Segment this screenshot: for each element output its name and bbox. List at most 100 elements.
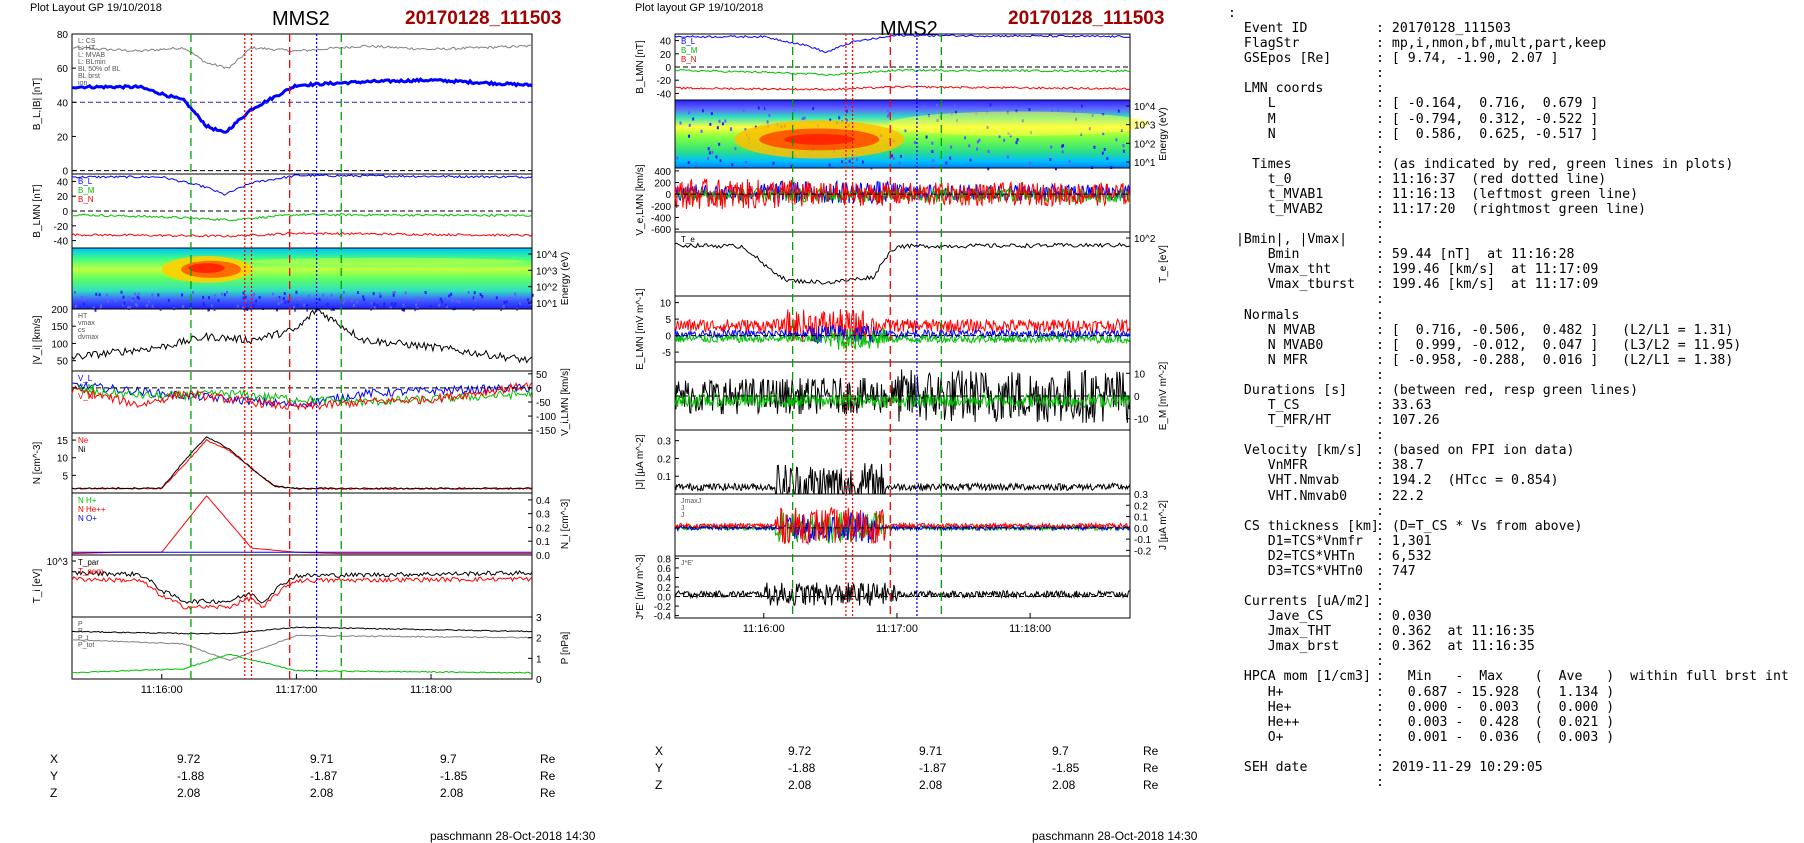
info-line: Durations [s]: (between red, resp green … [1228,383,1798,398]
info-line: L: [ -0.164, 0.716, 0.679 ] [1228,96,1798,111]
legend-entry: J [681,512,685,519]
legend-entry: Ni [78,445,86,454]
spectrogram-blob [784,134,855,145]
spectrogram-pixel [976,147,979,151]
spectrogram-pixel [1028,108,1031,112]
spectrogram-pixel [707,157,710,161]
info-line: VHT.Nmvab0: 22.2 [1228,489,1798,504]
info-key: Jmax_THT [1228,624,1332,640]
legend-entry: N O+ [78,514,97,523]
spectrogram-pixel [280,300,283,304]
spectrogram-pixel [203,303,206,307]
series-line [674,242,1131,285]
spectrogram-pixel [363,298,366,302]
info-line: N MVAB0: [ 0.999, -0.012, 0.047 ] (L3/L2… [1228,338,1798,353]
info-key: Durations [s] [1228,382,1348,398]
y-axis-label: B_L,|B| [nT] [32,78,43,131]
info-key: He+ [1228,699,1292,715]
series-line [674,68,1131,77]
legend-entry: V_L [78,374,93,383]
y-tick-label: -0.2 [1134,546,1152,557]
spectrogram-pixel [709,122,712,126]
info-line: : [1228,775,1798,790]
spectrogram-pixel [1093,145,1096,149]
y-tick-label: 3 [536,613,542,624]
spectrogram-pixel [1115,138,1118,142]
spectrogram-pixel [507,297,510,301]
y-axis-label: V_i,LMN [km/s] [560,368,571,436]
spectrogram-pixel [181,305,184,309]
series-line [71,44,533,69]
info-line: : [1228,217,1798,232]
spectrogram-pixel [745,160,748,164]
info-value: : [1376,81,1384,97]
spectrogram-pixel [718,119,721,123]
spectrogram-pixel [242,291,245,295]
info-line: N: [ 0.586, 0.625, -0.517 ] [1228,127,1798,142]
legend-entry: J [681,505,685,512]
y-axis-label: J [µA m^-2] [1158,500,1169,550]
info-key: Jave_CS [1228,609,1324,625]
spectrogram-pixel [122,295,125,299]
info-value: : 20170128_111503 [1376,21,1511,37]
spectrogram-pixel [529,302,532,306]
spectrogram-pixel [378,292,381,296]
spectrogram-pixel [214,294,217,298]
spectrogram-pixel [306,304,309,308]
info-key: CS thickness [km] [1228,518,1379,534]
legend-entry: vmax [78,320,95,327]
spectrogram-pixel [692,117,695,121]
y-tick-label: 0.2 [657,454,671,465]
spectrogram-pixel [768,113,771,117]
info-value: : [1376,774,1384,790]
spectrogram-pixel [438,303,441,307]
info-line: : [1228,504,1798,519]
y-tick-label: 10^3 [536,266,558,277]
y-tick-label: -150 [536,426,556,437]
info-line: FlagStr: mp,i,nmon,bf,mult,part,keep [1228,36,1798,51]
y-tick-label: 0.2 [657,583,671,594]
legend-entry: V_N [78,392,94,401]
info-line: VnMFR: 38.7 [1228,458,1798,473]
spectrogram-pixel [1015,109,1018,113]
y-axis-label: E_LMN [mV m^-1] [635,288,646,370]
y-tick-label: 10^2 [1134,234,1156,245]
legend-entry: P_t [78,635,89,642]
subplot-frame [71,432,533,494]
spectrogram-pixel [932,159,935,163]
series-line [675,85,1131,91]
spectrogram-pixel [757,106,760,110]
spectrogram-pixel [1110,165,1113,169]
info-value: : [1376,428,1384,444]
info-value: : [1376,217,1384,233]
info-line: T_CS: 33.63 [1228,398,1798,413]
spectrogram-pixel [688,123,691,127]
spectrogram-pixel [189,303,192,307]
info-line: He++: 0.003 - 0.428 ( 0.021 ) [1228,715,1798,730]
noisy-trace [674,327,1131,351]
y-tick-label: -20 [54,222,69,233]
spectrogram-pixel [220,292,223,296]
spectrogram-pixel [718,106,721,110]
spectrogram-pixel [687,111,690,115]
info-value: : [1376,594,1384,610]
spectrogram-pixel [424,290,427,294]
spectrogram-pixel [953,104,956,108]
spectrogram-pixel [276,308,279,312]
spectrogram-pixel [92,306,95,310]
info-value: : [ -0.958, -0.288, 0.016 ] (L2/L1 = 1.3… [1376,352,1734,368]
y-tick-label: 0 [62,207,68,218]
spectrogram-pixel [707,147,710,151]
subplot-5: 10 0 -10 E_M [mV m^-2] [674,361,1169,431]
spectrogram-pixel [223,293,226,297]
spectrogram-pixel [294,308,297,312]
legend-entry: T_e [681,235,695,244]
spectrogram-pixel [74,304,77,308]
info-key: D1=TCS*Vnmfr [1228,533,1363,549]
y-tick-label: 0.0 [1134,524,1148,535]
spectrogram-pixel [474,298,477,302]
info-value: : mp,i,nmon,bf,mult,part,keep [1376,36,1607,52]
info-key: D2=TCS*VHTn [1228,548,1356,564]
